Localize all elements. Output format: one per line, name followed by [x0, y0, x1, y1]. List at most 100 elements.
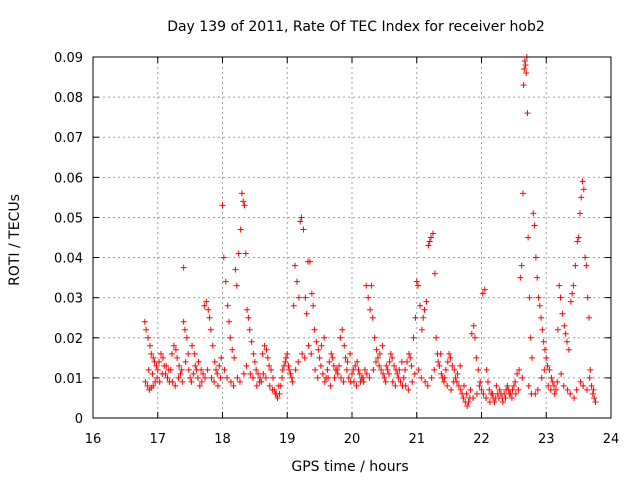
data-point — [334, 366, 341, 373]
data-point — [574, 238, 581, 245]
data-point — [413, 278, 420, 285]
data-point — [457, 362, 464, 369]
data-point — [516, 366, 523, 373]
data-point — [452, 374, 459, 381]
data-point — [580, 186, 587, 193]
data-point — [410, 334, 417, 341]
data-point — [415, 366, 422, 373]
data-point — [318, 342, 325, 349]
data-point — [438, 370, 445, 377]
data-point — [524, 110, 531, 117]
data-point — [428, 374, 435, 381]
data-point — [241, 202, 248, 209]
data-point — [442, 366, 449, 373]
data-point — [209, 342, 216, 349]
data-point — [292, 262, 299, 269]
data-point — [206, 314, 213, 321]
x-tick-label: 22 — [473, 432, 490, 447]
data-point — [575, 234, 582, 241]
data-point — [266, 382, 273, 389]
data-point — [221, 366, 228, 373]
data-point — [404, 358, 411, 365]
data-point — [308, 350, 315, 357]
data-point — [371, 334, 378, 341]
data-point — [185, 350, 192, 357]
data-point — [484, 378, 491, 385]
data-point — [235, 250, 242, 257]
data-point — [530, 210, 537, 217]
data-point — [233, 282, 240, 289]
data-point — [247, 370, 254, 377]
data-point — [517, 274, 524, 281]
data-point — [211, 358, 218, 365]
data-point — [382, 378, 389, 385]
data-point — [354, 358, 361, 365]
data-point — [341, 342, 348, 349]
data-point — [502, 394, 509, 401]
data-point — [376, 362, 383, 369]
data-point — [395, 374, 402, 381]
data-point — [394, 370, 401, 377]
data-point — [538, 314, 545, 321]
data-point — [546, 366, 553, 373]
data-point — [529, 354, 536, 361]
data-point — [563, 338, 570, 345]
data-point — [552, 386, 559, 393]
data-point — [150, 382, 157, 389]
data-point — [350, 378, 357, 385]
data-point — [408, 362, 415, 369]
data-point — [290, 302, 297, 309]
data-point — [141, 318, 148, 325]
data-point — [571, 394, 578, 401]
data-point — [424, 382, 431, 389]
data-point — [455, 382, 462, 389]
data-point — [273, 390, 280, 397]
data-point — [444, 382, 451, 389]
data-point — [255, 370, 262, 377]
data-point — [298, 214, 305, 221]
data-point — [411, 370, 418, 377]
data-point — [243, 362, 250, 369]
data-point — [205, 306, 212, 313]
data-point — [214, 382, 221, 389]
data-point — [310, 302, 317, 309]
data-point — [451, 366, 458, 373]
data-point — [391, 362, 398, 369]
data-point — [585, 314, 592, 321]
x-tick-label: 24 — [603, 432, 620, 447]
data-point — [579, 178, 586, 185]
data-point — [330, 362, 337, 369]
data-point — [554, 378, 561, 385]
x-tick-label: 21 — [408, 432, 425, 447]
data-point — [381, 374, 388, 381]
data-point — [536, 302, 543, 309]
data-point — [148, 350, 155, 357]
data-point — [198, 378, 205, 385]
data-point — [573, 386, 580, 393]
data-point — [203, 298, 210, 305]
data-point — [532, 254, 539, 261]
data-point — [475, 366, 482, 373]
y-tick-label: 0.07 — [54, 131, 83, 146]
data-point — [218, 354, 225, 361]
data-point — [295, 294, 302, 301]
data-point — [463, 390, 470, 397]
data-point — [256, 378, 263, 385]
data-point — [541, 346, 548, 353]
data-point — [240, 198, 247, 205]
grid-lines — [93, 57, 611, 418]
data-point — [315, 346, 322, 353]
data-point — [343, 366, 350, 373]
data-point — [493, 382, 500, 389]
data-point — [460, 394, 467, 401]
data-point — [480, 390, 487, 397]
data-point — [189, 342, 196, 349]
data-point — [467, 386, 474, 393]
data-point — [175, 374, 182, 381]
data-point — [501, 390, 508, 397]
data-point — [412, 314, 419, 321]
data-point — [172, 346, 179, 353]
data-point — [145, 366, 152, 373]
data-point — [150, 354, 157, 361]
